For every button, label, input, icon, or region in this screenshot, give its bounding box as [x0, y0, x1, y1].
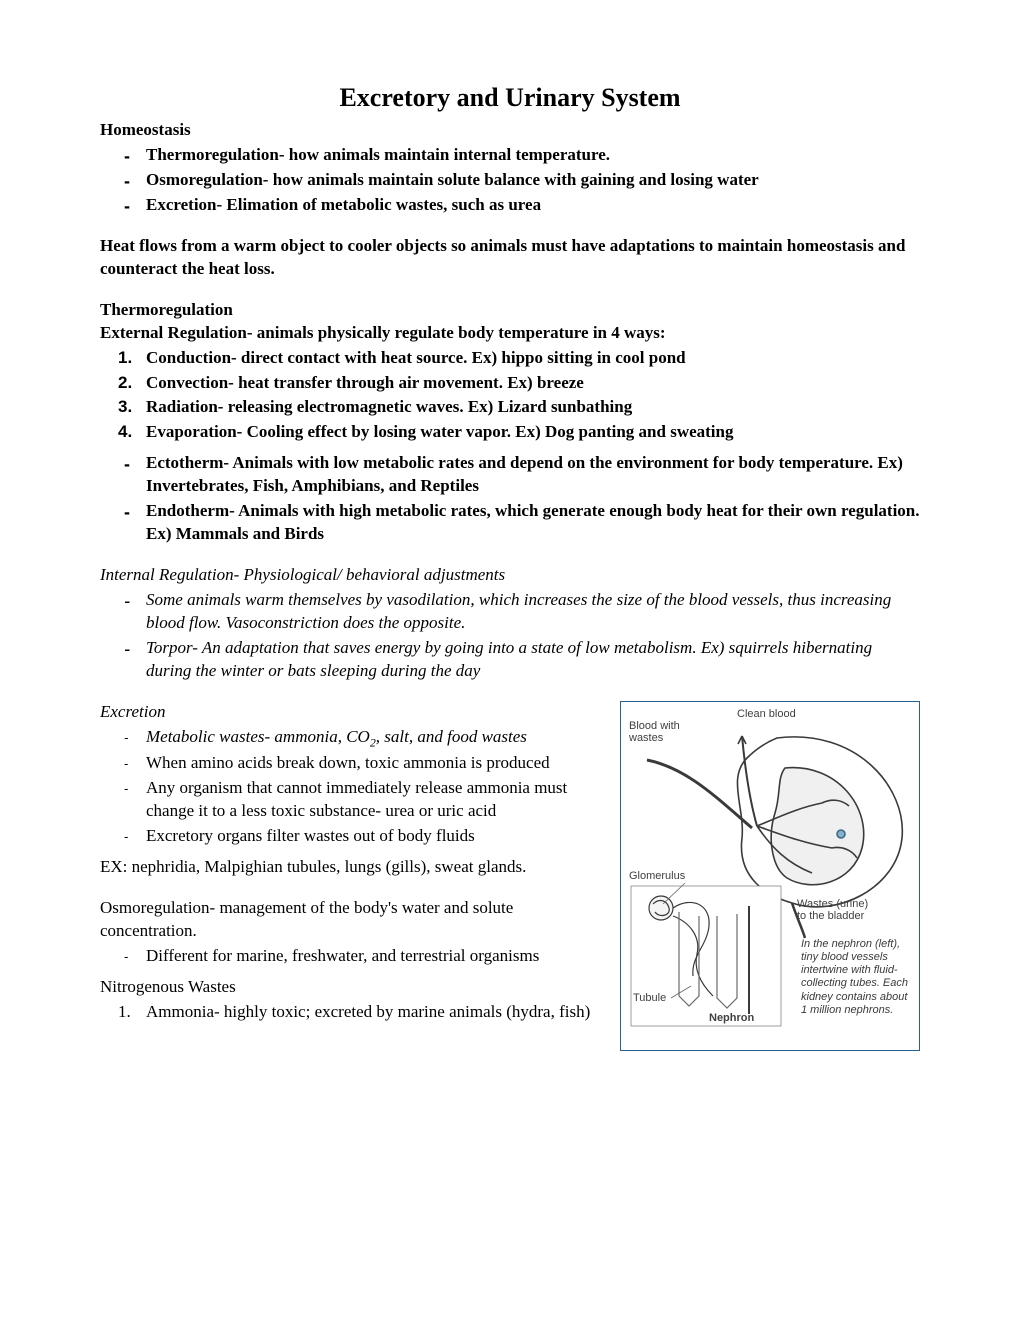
list-item: Metabolic wastes- ammonia, CO2, salt, an… — [146, 726, 602, 750]
therm-types-list: Ectotherm- Animals with low metabolic ra… — [100, 452, 920, 546]
list-item-text: Ammonia- highly toxic; excreted by marin… — [146, 1002, 590, 1021]
list-item-text: Convection- heat transfer through air mo… — [146, 373, 584, 392]
list-item: 1.Conduction- direct contact with heat s… — [146, 347, 920, 370]
list-item: 3.Radiation- releasing electromagnetic w… — [146, 396, 920, 419]
list-item-text: Conduction- direct contact with heat sou… — [146, 348, 686, 367]
list-item: Ectotherm- Animals with low metabolic ra… — [146, 452, 920, 498]
list-item: Excretory organs filter wastes out of bo… — [146, 825, 602, 848]
internal-reg-list: Some animals warm themselves by vasodila… — [100, 589, 920, 683]
list-item: 1.Ammonia- highly toxic; excreted by mar… — [146, 1001, 602, 1024]
list-item-text: Radiation- releasing electromagnetic wav… — [146, 397, 632, 416]
list-item: Osmoregulation- how animals maintain sol… — [146, 169, 920, 192]
list-item: Any organism that cannot immediately rel… — [146, 777, 602, 823]
nitro-list: 1.Ammonia- highly toxic; excreted by mar… — [100, 1001, 602, 1024]
nitro-heading: Nitrogenous Wastes — [100, 976, 602, 999]
fig-label-clean-blood: Clean blood — [737, 708, 796, 721]
list-item: Excretion- Elimation of metabolic wastes… — [146, 194, 920, 217]
kidney-nephron-figure: Clean blood Blood with wastes Glomerulus… — [620, 701, 920, 1051]
list-item: 4.Evaporation- Cooling effect by losing … — [146, 421, 920, 444]
page-title: Excretory and Urinary System — [100, 80, 920, 115]
text-fragment: Metabolic wastes- ammonia, CO — [146, 727, 370, 746]
list-item: When amino acids break down, toxic ammon… — [146, 752, 602, 775]
text-fragment: , salt, and food wastes — [376, 727, 527, 746]
list-item: Endotherm- Animals with high metabolic r… — [146, 500, 920, 546]
external-reg-heading: External Regulation- animals physically … — [100, 322, 920, 345]
thermo-heading: Thermoregulation — [100, 299, 920, 322]
external-reg-list: 1.Conduction- direct contact with heat s… — [100, 347, 920, 445]
fig-label-nephron: Nephron — [709, 1012, 754, 1025]
fig-label-tubule: Tubule — [633, 992, 666, 1005]
list-item: Some animals warm themselves by vasodila… — [146, 589, 920, 635]
excretion-heading: Excretion — [100, 701, 602, 724]
list-item: Different for marine, freshwater, and te… — [146, 945, 602, 968]
homeostasis-list: Thermoregulation- how animals maintain i… — [100, 144, 920, 217]
osmo-line: Osmoregulation- management of the body's… — [100, 897, 602, 943]
figure-caption: In the nephron (left), tiny blood vessel… — [801, 938, 911, 1017]
list-item-text: Evaporation- Cooling effect by losing wa… — [146, 422, 733, 441]
homeostasis-heading: Homeostasis — [100, 119, 920, 142]
excretion-ex-line: EX: nephridia, Malpighian tubules, lungs… — [100, 856, 602, 879]
fig-label-glomerulus: Glomerulus — [629, 870, 685, 883]
fig-label-wastes-urine: Wastes (urine) to the bladder — [797, 898, 868, 923]
internal-reg-heading: Internal Regulation- Physiological/ beha… — [100, 564, 920, 587]
list-item: 2.Convection- heat transfer through air … — [146, 372, 920, 395]
fig-label-blood-wastes: Blood with wastes — [629, 720, 680, 745]
osmo-list: Different for marine, freshwater, and te… — [100, 945, 602, 968]
excretion-list: Metabolic wastes- ammonia, CO2, salt, an… — [100, 726, 602, 848]
list-item: Torpor- An adaptation that saves energy … — [146, 637, 920, 683]
heat-flow-text: Heat flows from a warm object to cooler … — [100, 235, 920, 281]
list-item: Thermoregulation- how animals maintain i… — [146, 144, 920, 167]
